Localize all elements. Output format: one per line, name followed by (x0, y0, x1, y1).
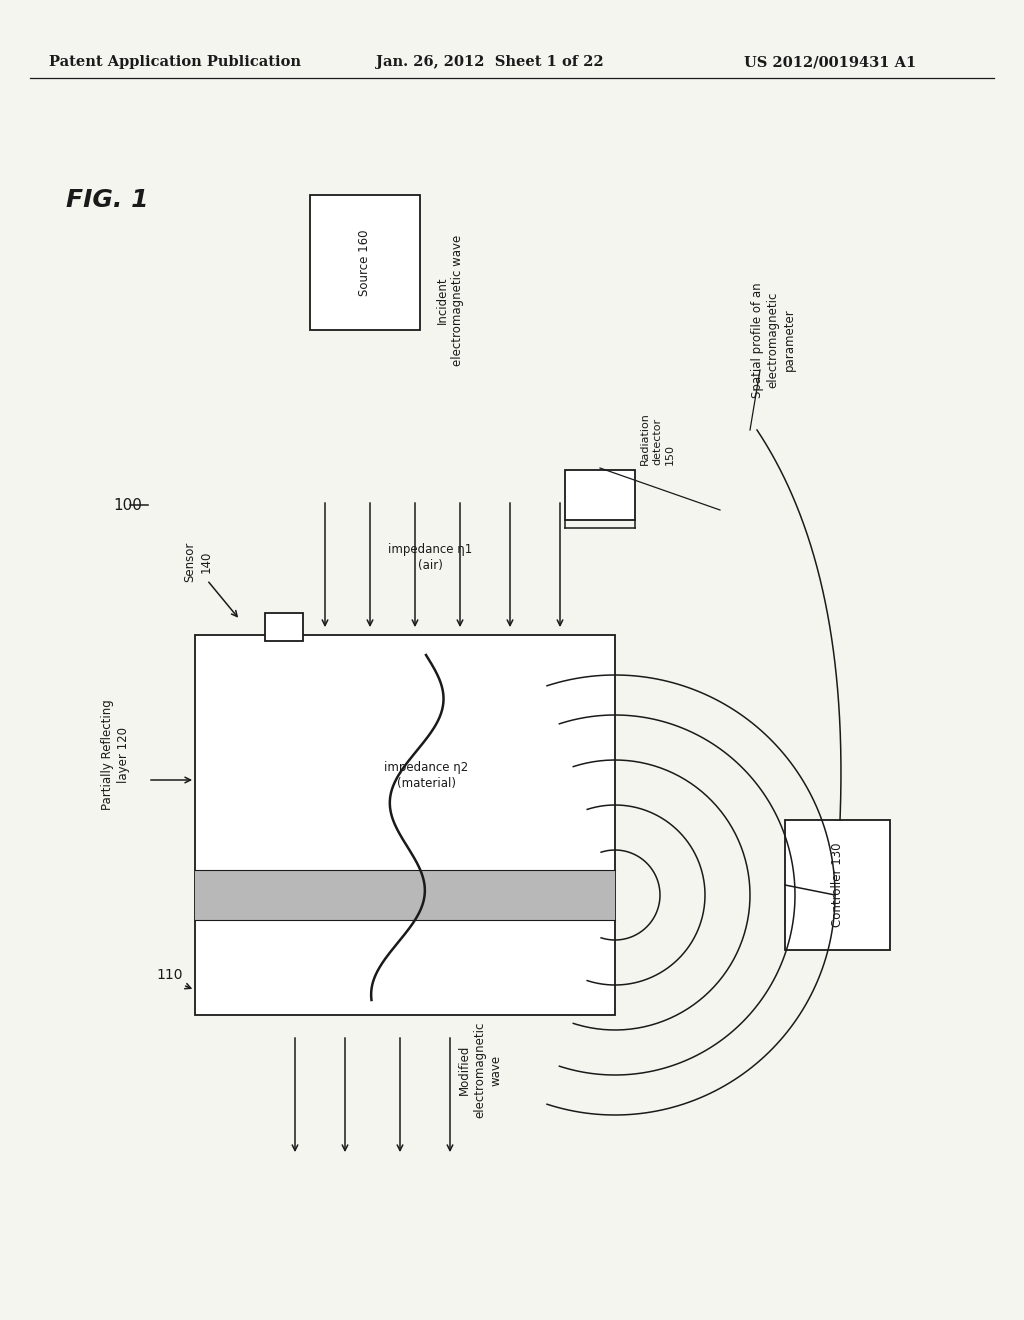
Text: Spatial profile of an
electromagnetic
parameter: Spatial profile of an electromagnetic pa… (751, 282, 796, 397)
Text: Source 160: Source 160 (358, 230, 372, 296)
Text: impedance η1
(air): impedance η1 (air) (388, 544, 472, 573)
Text: Controller 130: Controller 130 (831, 842, 844, 927)
Text: Jan. 26, 2012  Sheet 1 of 22: Jan. 26, 2012 Sheet 1 of 22 (376, 55, 604, 69)
Text: US 2012/0019431 A1: US 2012/0019431 A1 (743, 55, 916, 69)
Text: Partially Reflecting
layer 120: Partially Reflecting layer 120 (100, 700, 129, 810)
Text: impedance η2
(material): impedance η2 (material) (384, 762, 468, 791)
Bar (195, 870, 615, 920)
Text: Modified
electromagnetic
wave: Modified electromagnetic wave (458, 1022, 503, 1118)
Text: Radiation
detector
150: Radiation detector 150 (640, 412, 675, 465)
Text: FIG. 1: FIG. 1 (66, 187, 148, 213)
Bar (785, 820, 890, 950)
Bar (265, 612, 303, 642)
Text: 110: 110 (157, 968, 183, 982)
Text: Incident
electromagnetic wave: Incident electromagnetic wave (435, 235, 465, 366)
Bar (565, 470, 635, 520)
Bar (195, 635, 615, 1015)
Bar (310, 195, 420, 330)
Text: 100: 100 (113, 498, 142, 512)
Text: Patent Application Publication: Patent Application Publication (49, 55, 301, 69)
Text: Sensor
140: Sensor 140 (183, 541, 213, 582)
